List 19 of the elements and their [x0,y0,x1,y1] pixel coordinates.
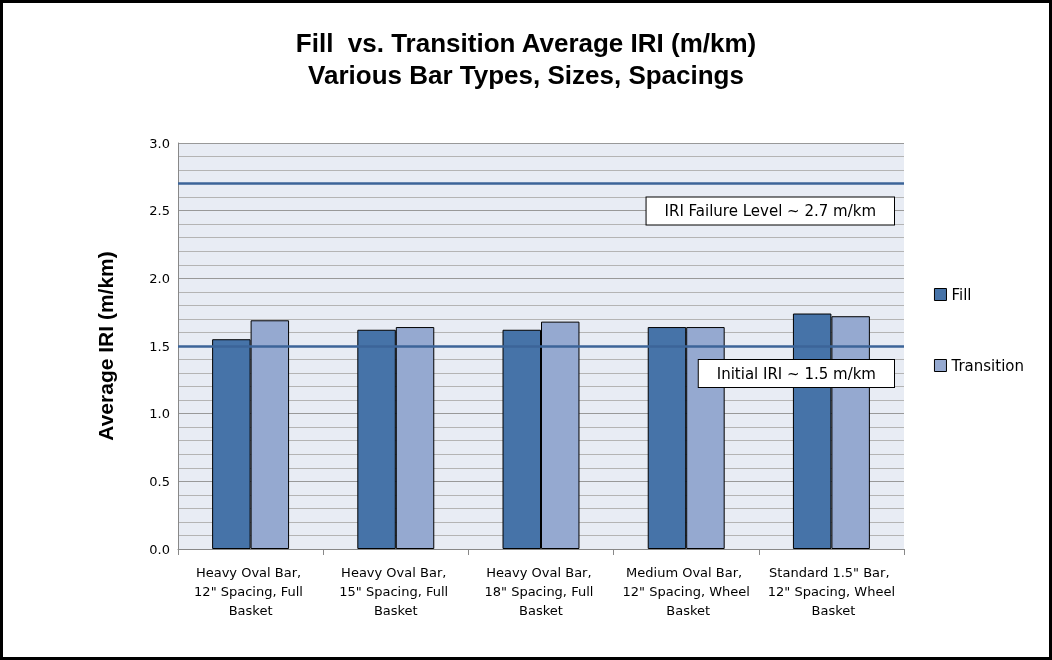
y-tick-label: 1.5 [149,338,170,354]
legend-label: Fill [951,285,972,304]
x-tick-label: Heavy Oval Bar, 12" Spacing, Full Basket [194,565,308,618]
y-tick-label: 2.0 [149,270,170,286]
y-axis-title: Average IRI (m/km) [94,251,117,441]
x-tick-label: Standard 1.5" Bar, 12" Spacing, Wheel Basket [767,565,896,618]
chart-title: Fill vs. Transition Average IRI (m/km) [295,28,757,58]
y-tick-label: 2.5 [149,203,170,219]
y-tick-label: 0.5 [149,473,170,489]
x-tick-label: Medium Oval Bar, 12" Spacing, Wheel Basket [622,565,750,618]
legend-label: Transition [950,356,1025,375]
y-tick-label: 1.0 [149,406,170,422]
x-tick-label: Heavy Oval Bar, 18" Spacing, Full Basket [484,565,598,618]
y-tick-label: 0.0 [149,541,170,557]
ref-line-label: IRI Failure Level ~ 2.7 m/km [664,202,876,221]
y-tick-label: 3.0 [149,135,170,151]
ref-line-label: Initial IRI ~ 1.5 m/km [716,364,876,383]
x-tick-label: Heavy Oval Bar, 15" Spacing, Full Basket [339,565,453,618]
chart-subtitle: Various Bar Types, Sizes, Spacings [308,60,744,90]
